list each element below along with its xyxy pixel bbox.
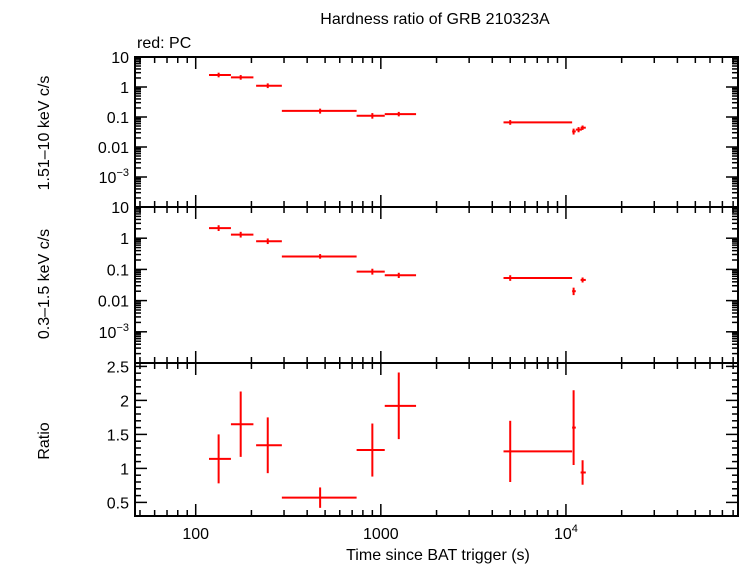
chart-title: Hardness ratio of GRB 210323A — [320, 11, 550, 28]
data-point — [256, 417, 282, 474]
data-point — [580, 125, 586, 130]
panel-ratio: 0.5 1 1.5 2 2.5 100 1000 104 — [107, 359, 739, 543]
data-point — [281, 487, 357, 508]
y-tick-label: 0.1 — [107, 262, 129, 279]
data-point — [572, 390, 576, 465]
data-point — [572, 287, 576, 296]
panel-frame — [134, 206, 739, 364]
y-axis-label-hard-band: 1.51–10 keV c/s — [36, 76, 53, 191]
x-tick-label: 1000 — [363, 526, 399, 543]
y-tick-label: 0.1 — [107, 110, 129, 127]
y-tick-label: 1 — [120, 231, 129, 248]
panel-frame — [134, 362, 739, 517]
legend-note: red: PC — [137, 35, 191, 52]
y-tick-label: 10 — [111, 50, 129, 67]
data-point — [356, 423, 385, 477]
data-point — [503, 420, 573, 482]
data-point — [230, 391, 254, 457]
x-tick-label: 100 — [182, 526, 209, 543]
data-point — [230, 231, 254, 238]
plot-layer: 1010.10.0110−31010.10.0110−30.511.522.51… — [98, 50, 739, 543]
y-tick-label: 1.5 — [107, 427, 129, 444]
data-point — [230, 75, 254, 80]
data-point — [356, 113, 385, 119]
y-axis-label-ratio: Ratio — [36, 422, 53, 459]
data-point — [209, 72, 231, 78]
panel-soft-band: 10 1 0.1 0.01 10−3 — [98, 200, 739, 364]
y-tick-label: 1 — [120, 80, 129, 97]
y-tick-label: 1 — [120, 461, 129, 478]
y-tick-label: 2 — [120, 393, 129, 410]
data-point — [281, 108, 357, 114]
data-point — [384, 272, 417, 279]
x-tick-label: 104 — [554, 523, 578, 543]
y-tick-label: 10 — [111, 200, 129, 217]
data-point — [503, 120, 573, 125]
data-point — [209, 434, 231, 484]
panel-frame — [134, 56, 739, 208]
data-point — [356, 268, 385, 275]
data-point — [575, 127, 582, 133]
data-point — [281, 254, 357, 259]
y-axis-label-soft-band: 0.3–1.5 keV c/s — [36, 229, 53, 339]
y-tick-label: 10−3 — [99, 322, 129, 342]
y-tick-label: 2.5 — [107, 359, 129, 376]
x-axis-label: Time since BAT trigger (s) — [346, 547, 530, 564]
data-point — [572, 128, 576, 135]
y-tick-label: 0.01 — [98, 294, 129, 311]
data-point — [256, 238, 282, 245]
y-tick-label: 0.01 — [98, 140, 129, 157]
y-tick-label: 10−3 — [99, 167, 129, 187]
y-tick-label: 0.5 — [107, 495, 129, 512]
data-point — [580, 460, 586, 485]
data-point — [384, 111, 417, 117]
data-point — [503, 275, 573, 281]
data-point — [256, 83, 282, 89]
data-point — [209, 225, 231, 232]
panel-hard-band: 10 1 0.1 0.01 10−3 — [98, 50, 739, 208]
data-point — [580, 277, 586, 283]
data-point — [384, 372, 417, 440]
